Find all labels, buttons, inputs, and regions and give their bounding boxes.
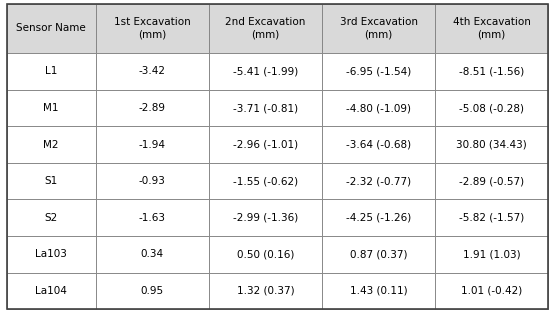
Bar (209, 273, 322, 309)
Bar (95, 273, 209, 309)
Bar (209, 4, 322, 53)
Text: -3.64 (-0.68): -3.64 (-0.68) (346, 140, 411, 150)
Text: 1.43 (0.11): 1.43 (0.11) (350, 286, 407, 296)
Bar (435, 4, 548, 53)
Bar (7, 236, 95, 273)
Bar (209, 126, 322, 163)
Text: S1: S1 (44, 176, 58, 186)
Bar (435, 126, 548, 163)
Bar (95, 90, 209, 126)
Text: -0.93: -0.93 (139, 176, 165, 186)
Text: -3.42: -3.42 (139, 66, 166, 76)
Text: 4th Excavation
(mm): 4th Excavation (mm) (453, 17, 531, 40)
Bar (322, 236, 435, 273)
Text: M2: M2 (43, 140, 59, 150)
Text: -1.63: -1.63 (139, 213, 166, 223)
Text: -4.25 (-1.26): -4.25 (-1.26) (346, 213, 411, 223)
Bar (209, 90, 322, 126)
Text: -5.82 (-1.57): -5.82 (-1.57) (459, 213, 524, 223)
Bar (7, 90, 95, 126)
Text: -2.32 (-0.77): -2.32 (-0.77) (346, 176, 411, 186)
Text: -5.41 (-1.99): -5.41 (-1.99) (233, 66, 298, 76)
Text: La103: La103 (35, 249, 67, 259)
Text: 1st Excavation
(mm): 1st Excavation (mm) (114, 17, 190, 40)
Bar (322, 273, 435, 309)
Bar (95, 199, 209, 236)
Bar (322, 90, 435, 126)
Bar (7, 273, 95, 309)
Bar (322, 163, 435, 199)
Bar (435, 163, 548, 199)
Text: 0.87 (0.37): 0.87 (0.37) (350, 249, 407, 259)
Bar (322, 53, 435, 90)
Bar (7, 163, 95, 199)
Text: 1.01 (-0.42): 1.01 (-0.42) (461, 286, 522, 296)
Text: -2.89 (-0.57): -2.89 (-0.57) (459, 176, 524, 186)
Text: 0.95: 0.95 (140, 286, 164, 296)
Text: -1.55 (-0.62): -1.55 (-0.62) (233, 176, 298, 186)
Bar (95, 53, 209, 90)
Text: M1: M1 (43, 103, 59, 113)
Text: S2: S2 (44, 213, 58, 223)
Text: -2.99 (-1.36): -2.99 (-1.36) (233, 213, 298, 223)
Text: La104: La104 (35, 286, 67, 296)
Bar (435, 236, 548, 273)
Bar (7, 4, 95, 53)
Text: Sensor Name: Sensor Name (16, 23, 86, 33)
Bar (322, 199, 435, 236)
Bar (95, 163, 209, 199)
Text: 2nd Excavation
(mm): 2nd Excavation (mm) (225, 17, 306, 40)
Bar (322, 4, 435, 53)
Bar (7, 53, 95, 90)
Text: L1: L1 (45, 66, 57, 76)
Bar (435, 273, 548, 309)
Bar (7, 126, 95, 163)
Text: 1.32 (0.37): 1.32 (0.37) (236, 286, 294, 296)
Text: 1.91 (1.03): 1.91 (1.03) (463, 249, 521, 259)
Bar (95, 126, 209, 163)
Bar (95, 236, 209, 273)
Text: -5.08 (-0.28): -5.08 (-0.28) (459, 103, 524, 113)
Text: -1.94: -1.94 (139, 140, 166, 150)
Text: 30.80 (34.43): 30.80 (34.43) (456, 140, 527, 150)
Bar (7, 199, 95, 236)
Text: -2.96 (-1.01): -2.96 (-1.01) (233, 140, 298, 150)
Text: 0.50 (0.16): 0.50 (0.16) (236, 249, 294, 259)
Bar (95, 4, 209, 53)
Bar (322, 126, 435, 163)
Text: -6.95 (-1.54): -6.95 (-1.54) (346, 66, 411, 76)
Text: -2.89: -2.89 (139, 103, 166, 113)
Text: 3rd Excavation
(mm): 3rd Excavation (mm) (340, 17, 417, 40)
Bar (435, 199, 548, 236)
Text: -3.71 (-0.81): -3.71 (-0.81) (233, 103, 298, 113)
Text: -4.80 (-1.09): -4.80 (-1.09) (346, 103, 411, 113)
Bar (435, 53, 548, 90)
Bar (209, 163, 322, 199)
Bar (209, 53, 322, 90)
Bar (209, 199, 322, 236)
Bar (435, 90, 548, 126)
Text: -8.51 (-1.56): -8.51 (-1.56) (459, 66, 524, 76)
Text: 0.34: 0.34 (140, 249, 164, 259)
Bar (209, 236, 322, 273)
